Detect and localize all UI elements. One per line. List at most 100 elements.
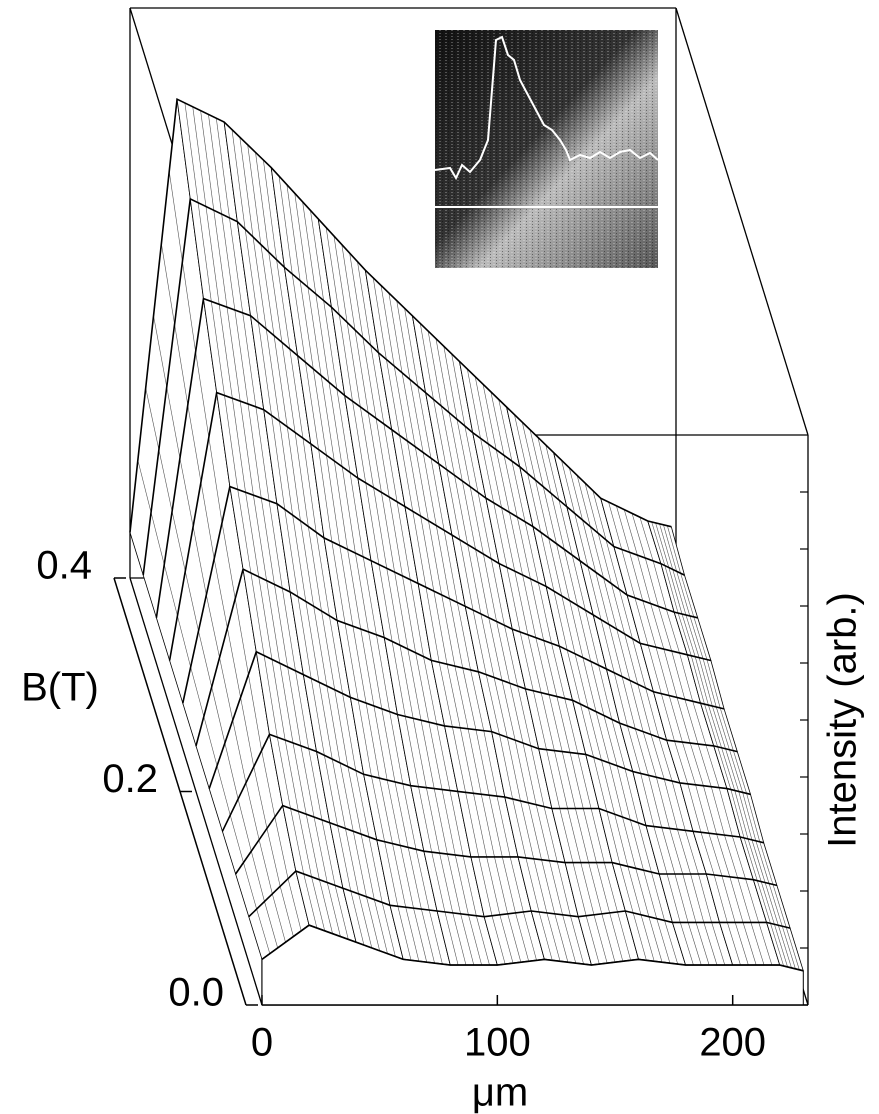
surface-hatch <box>533 690 547 750</box>
surface-hatch <box>171 511 186 572</box>
surface-hatch <box>690 873 705 923</box>
surface-hatch <box>344 623 359 701</box>
surface-hatch <box>211 301 225 396</box>
surface-hatch <box>488 795 503 857</box>
surface-hatch <box>174 324 189 406</box>
surface-hatch <box>373 487 388 569</box>
surface-hatch <box>224 395 239 490</box>
surface-hatch <box>499 914 514 964</box>
surface-hatch <box>535 637 550 695</box>
surface-hatch <box>211 686 226 744</box>
y-axis-label: B(T) <box>21 666 99 710</box>
surface-hatch <box>601 913 616 963</box>
surface-hatch <box>436 723 451 791</box>
surface-hatch <box>642 600 657 648</box>
surface-hatch <box>622 816 636 869</box>
surface-hatch <box>318 682 333 760</box>
surface-hatch <box>324 755 338 826</box>
surface-hatch <box>247 403 262 499</box>
surface-hatch <box>530 578 544 641</box>
surface-hatch <box>674 741 689 784</box>
surface-hatch <box>358 893 373 949</box>
surface-hatch <box>373 705 388 781</box>
surface-hatch <box>640 773 655 827</box>
surface-hatch <box>394 572 409 650</box>
surface-hatch <box>449 790 464 857</box>
surface-hatch <box>433 788 448 855</box>
surface-hatch <box>326 882 341 937</box>
surface-hatch <box>729 749 743 793</box>
surface-hatch <box>289 348 304 439</box>
surface <box>129 97 804 1006</box>
surface-hatch <box>245 492 260 577</box>
surface-hatch <box>751 839 766 883</box>
inset-texture <box>435 30 658 268</box>
surface-hatch <box>326 685 341 763</box>
surface-hatch <box>305 814 320 880</box>
surface-hatch <box>511 461 526 522</box>
surface-hatch <box>308 526 322 612</box>
surface-hatch <box>276 259 291 349</box>
surface-hatch <box>446 469 461 540</box>
surface-hatch <box>564 549 578 606</box>
surface-hatch <box>357 700 372 777</box>
surface-hatch <box>198 630 212 688</box>
surface-hatch <box>546 912 561 962</box>
surface-hatch <box>216 765 231 816</box>
surface-hatch <box>368 836 383 903</box>
surface-hatch <box>303 873 318 929</box>
surface-hatch <box>227 628 241 698</box>
surface-hatch <box>733 750 747 794</box>
surface-hatch <box>708 705 722 748</box>
surface-hatch <box>564 698 579 754</box>
surface-hatch <box>278 176 293 274</box>
surface-hatch <box>700 832 715 876</box>
surface-hatch <box>716 834 731 877</box>
surface-hatch <box>313 816 328 883</box>
surface-hatch <box>360 834 375 900</box>
surface-hatch <box>264 901 278 949</box>
surface-hatch <box>712 705 726 749</box>
surface-hatch <box>674 873 689 923</box>
surface-hatch <box>239 137 254 237</box>
surface-hatch <box>706 659 721 709</box>
surface-hatch <box>284 509 299 597</box>
surface-hatch <box>724 835 738 878</box>
surface-hatch <box>313 606 328 687</box>
surface-hatch <box>300 520 314 607</box>
surface-hatch <box>350 890 365 946</box>
surface-hatch <box>281 588 296 671</box>
surface-hatch <box>684 699 699 745</box>
surface-hatch <box>742 922 757 966</box>
surface-hatch <box>647 645 662 694</box>
surface-hatch <box>719 707 734 751</box>
surface-hatch <box>427 330 442 407</box>
surface-hatch <box>750 922 765 966</box>
surface-hatch <box>368 631 383 709</box>
surface-hatch <box>370 345 385 425</box>
surface-hatch <box>651 521 666 566</box>
surface-hatch <box>640 914 655 962</box>
surface-hatch <box>215 118 230 218</box>
surface-hatch <box>237 489 252 574</box>
surface-hatch <box>399 645 414 719</box>
surface-hatch <box>428 722 443 790</box>
surface-hatch <box>561 751 576 809</box>
surface-hatch <box>587 707 602 761</box>
surface-hatch <box>446 664 461 728</box>
surface-hatch <box>163 564 178 616</box>
surface-hatch <box>575 808 589 863</box>
surface-hatch <box>687 783 702 833</box>
surface-hatch <box>326 455 340 546</box>
surface-hatch <box>498 399 513 462</box>
surface-hatch <box>287 666 302 746</box>
surface-hatch <box>493 502 508 568</box>
surface-hatch <box>592 490 607 541</box>
surface-hatch <box>474 376 489 445</box>
surface-hatch <box>380 285 395 367</box>
surface-hatch <box>585 610 599 666</box>
surface-hatch <box>388 292 403 373</box>
surface-hatch <box>247 144 262 245</box>
surface-hatch <box>299 280 314 369</box>
surface-hatch <box>402 783 417 850</box>
